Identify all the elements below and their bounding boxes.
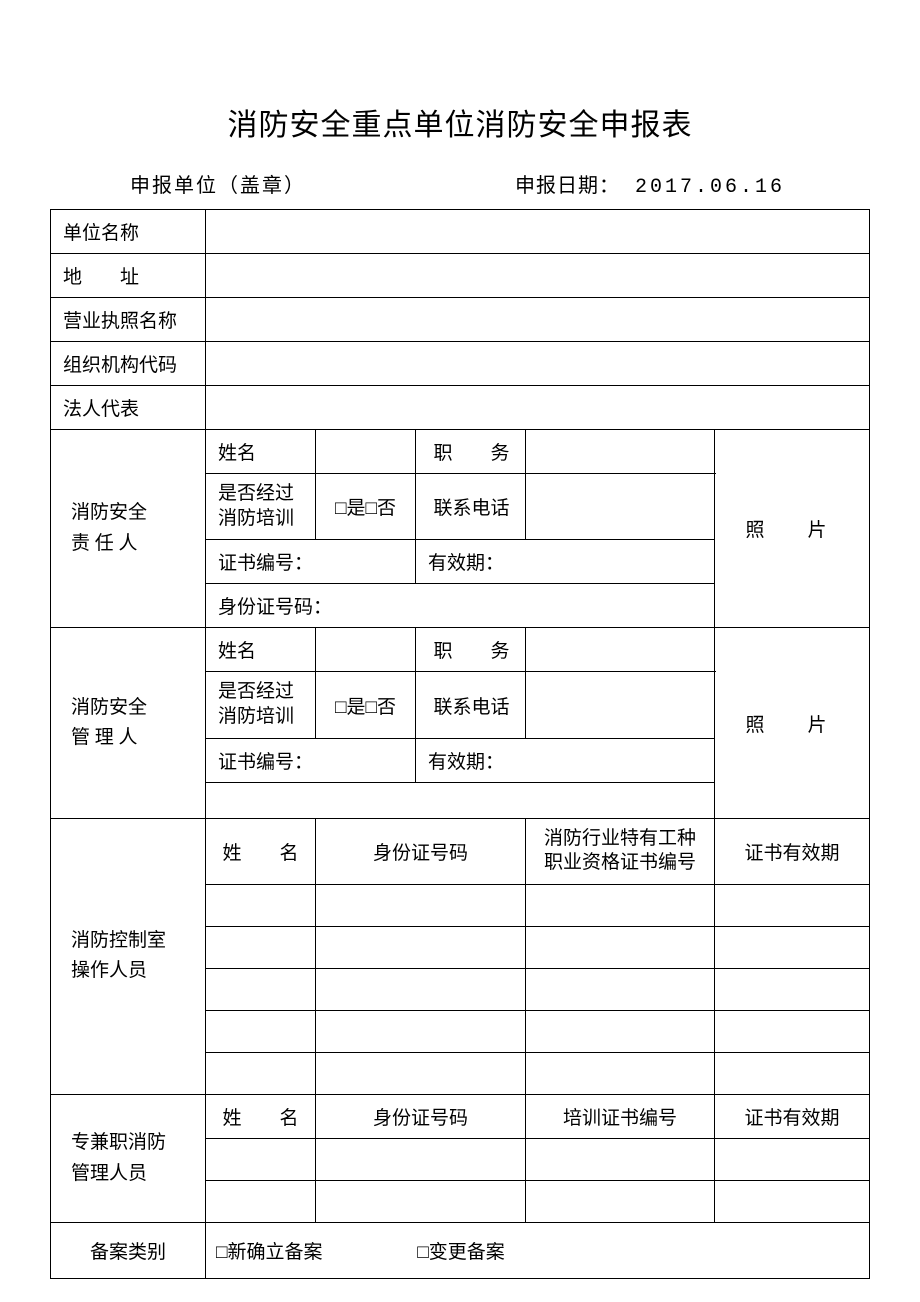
ctrl-col-valid: 证书有效期: [715, 818, 870, 884]
legal-rep-value[interactable]: [206, 386, 870, 430]
address-value[interactable]: [206, 254, 870, 298]
resp-photo-cell[interactable]: 照 片: [715, 430, 870, 628]
resp-id-no[interactable]: 身份证号码：: [206, 584, 715, 628]
table-row: 地 址: [51, 254, 870, 298]
table-row: 单位名称: [51, 210, 870, 254]
org-code-value[interactable]: [206, 342, 870, 386]
resp-training-yesno[interactable]: □是□否: [316, 474, 416, 540]
record-opt-new[interactable]: □新确立备案: [216, 1237, 322, 1264]
resp-valid-until[interactable]: 有效期：: [416, 540, 715, 584]
header-row: 申报单位（盖章） 申报日期： 2017.06.16: [50, 169, 870, 209]
table-row: 法人代表: [51, 386, 870, 430]
fire-mgmt-label: 专兼职消防 管理人员: [51, 1095, 206, 1223]
mgr-phone-value[interactable]: [526, 672, 715, 738]
date-label: 申报日期：: [515, 175, 620, 197]
application-form-table: 单位名称 地 址 营业执照名称 组织机构代码 法人代表 消防安全 责 任 人 姓…: [50, 209, 870, 1279]
mgr-position-value[interactable]: [526, 628, 715, 672]
org-code-label: 组织机构代码: [51, 342, 206, 386]
page-title: 消防安全重点单位消防安全申报表: [50, 100, 870, 144]
address-label: 地 址: [51, 254, 206, 298]
unit-name-label: 单位名称: [51, 210, 206, 254]
resp-position-value[interactable]: [526, 430, 715, 474]
mgr-training-yesno[interactable]: □是□否: [316, 672, 416, 738]
resp-phone-value[interactable]: [526, 474, 715, 540]
resp-cert-no[interactable]: 证书编号：: [206, 540, 416, 584]
table-row: 备案类别 □新确立备案 □变更备案: [51, 1223, 870, 1279]
report-date: 申报日期： 2017.06.16: [515, 169, 785, 199]
fm-col-cert: 培训证书编号: [526, 1095, 715, 1139]
manager-person-label: 消防安全 管 理 人: [51, 628, 206, 818]
control-room-label: 消防控制室 操作人员: [51, 818, 206, 1094]
table-row: 营业执照名称: [51, 298, 870, 342]
date-value: 2017.06.16: [635, 176, 785, 199]
responsible-person-label: 消防安全 责 任 人: [51, 430, 206, 628]
mgr-blank-row[interactable]: [206, 782, 715, 818]
resp-position-label: 职 务: [416, 430, 526, 474]
ctrl-col-cert: 消防行业特有工种 职业资格证书编号: [526, 818, 715, 884]
fm-col-valid: 证书有效期: [715, 1095, 870, 1139]
unit-name-value[interactable]: [206, 210, 870, 254]
resp-name-label: 姓名: [206, 430, 316, 474]
license-name-value[interactable]: [206, 298, 870, 342]
record-type-options[interactable]: □新确立备案 □变更备案: [206, 1223, 870, 1279]
table-row: 消防控制室 操作人员 姓 名 身份证号码 消防行业特有工种 职业资格证书编号 证…: [51, 818, 870, 884]
resp-training-label: 是否经过 消防培训: [206, 474, 316, 540]
ctrl-col-name: 姓 名: [206, 818, 316, 884]
fm-col-id: 身份证号码: [316, 1095, 526, 1139]
table-row: 消防安全 管 理 人 姓名 职 务 照 片: [51, 628, 870, 672]
table-row: 组织机构代码: [51, 342, 870, 386]
fm-col-name: 姓 名: [206, 1095, 316, 1139]
legal-rep-label: 法人代表: [51, 386, 206, 430]
license-name-label: 营业执照名称: [51, 298, 206, 342]
mgr-cert-no[interactable]: 证书编号：: [206, 738, 416, 782]
table-row: 专兼职消防 管理人员 姓 名 身份证号码 培训证书编号 证书有效期: [51, 1095, 870, 1139]
record-opt-change[interactable]: □变更备案: [417, 1237, 504, 1264]
mgr-name-label: 姓名: [206, 628, 316, 672]
mgr-photo-cell[interactable]: 照 片: [715, 628, 870, 818]
mgr-name-value[interactable]: [316, 628, 416, 672]
table-row: 消防安全 责 任 人 姓名 职 务 照 片: [51, 430, 870, 474]
resp-name-value[interactable]: [316, 430, 416, 474]
resp-phone-label: 联系电话: [416, 474, 526, 540]
mgr-position-label: 职 务: [416, 628, 526, 672]
mgr-phone-label: 联系电话: [416, 672, 526, 738]
ctrl-col-id: 身份证号码: [316, 818, 526, 884]
record-type-label: 备案类别: [51, 1223, 206, 1279]
mgr-valid-until[interactable]: 有效期：: [416, 738, 715, 782]
applicant-unit-label: 申报单位（盖章）: [130, 169, 515, 199]
mgr-training-label: 是否经过 消防培训: [206, 672, 316, 738]
